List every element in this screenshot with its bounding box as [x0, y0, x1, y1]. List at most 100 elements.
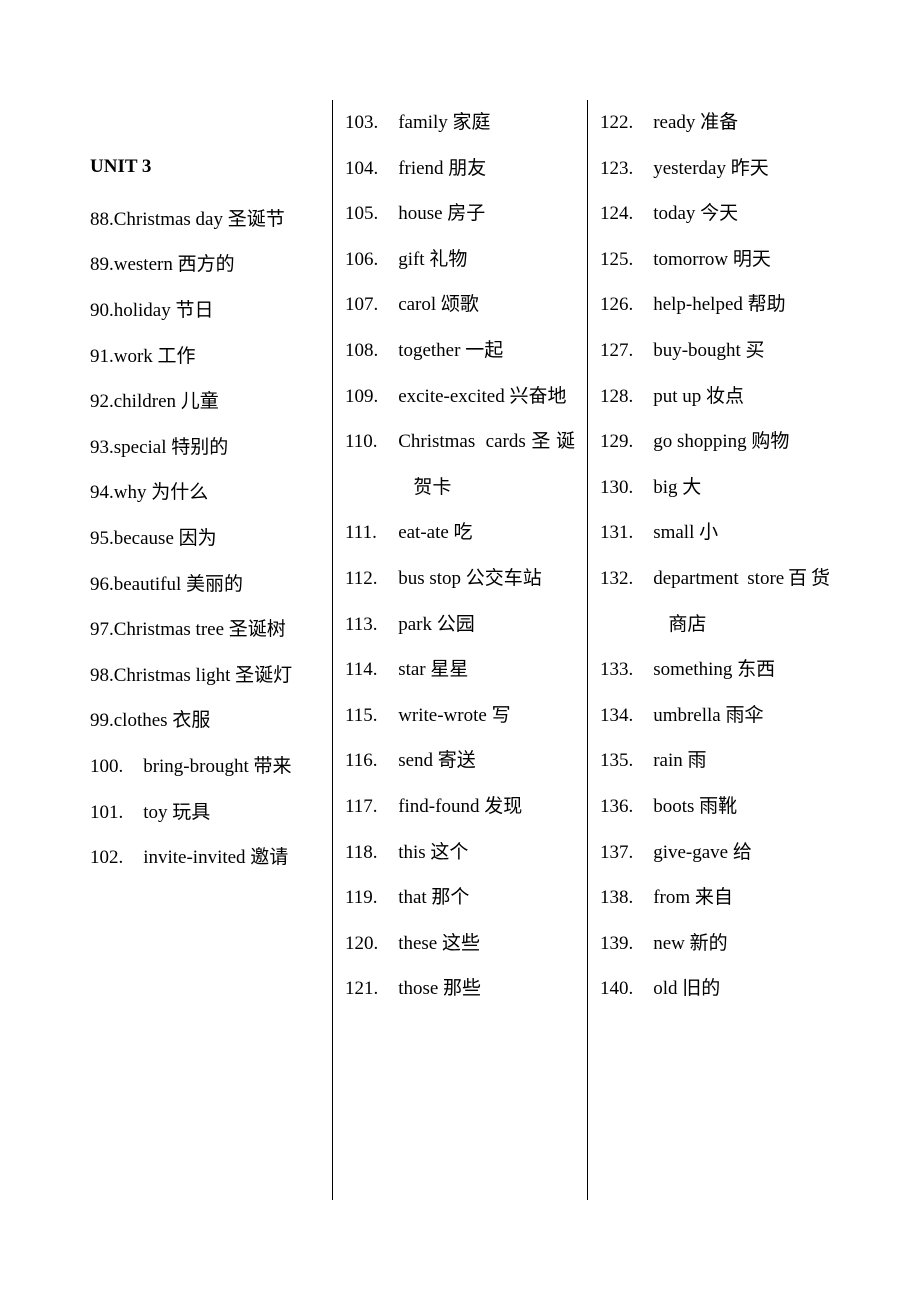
entry-number: 127. [600, 328, 653, 374]
entry-text: small 小 [653, 522, 718, 543]
entry-number: 124. [600, 191, 653, 237]
entry-text: Christmas day 圣诞节 [114, 209, 285, 230]
entry-number: 125. [600, 237, 653, 283]
entry-number: 119. [345, 875, 398, 921]
entry-number: 135. [600, 738, 653, 784]
vocab-entry: 110.Christmas cards圣诞贺卡 [345, 419, 575, 510]
entry-text: together 一起 [398, 340, 503, 361]
entry-number: 102. [90, 835, 143, 881]
vocab-entry: 133.something 东西 [600, 647, 830, 693]
entry-text: today 今天 [653, 203, 738, 224]
vocab-entry: 114.star 星星 [345, 647, 575, 693]
vocab-entry: 105.house 房子 [345, 191, 575, 237]
vocab-entry: 111.eat-ate 吃 [345, 510, 575, 556]
entry-text: carol 颂歌 [398, 294, 479, 315]
entry-text: gift 礼物 [398, 249, 467, 270]
entry-number: 130. [600, 465, 653, 511]
vocab-entry: 95.because 因为 [90, 516, 320, 562]
entry-text: put up 妆点 [653, 386, 744, 407]
vocab-entry: 115.write-wrote 写 [345, 693, 575, 739]
entry-text: buy-bought 买 [653, 340, 764, 361]
entry-number: 132. [600, 556, 653, 602]
entry-text: department store百货商店 [653, 568, 830, 635]
vocab-entry: 94.why 为什么 [90, 470, 320, 516]
vocab-entry: 120.these 这些 [345, 921, 575, 967]
entry-text: bus stop 公交车站 [398, 568, 542, 589]
entry-number: 111. [345, 510, 398, 556]
entry-number: 128. [600, 374, 653, 420]
entry-number: 89. [90, 254, 114, 275]
vocab-entry: 126.help-helped 帮助 [600, 282, 830, 328]
entry-text: Christmas light 圣诞灯 [114, 665, 292, 686]
vocab-entry: 132.department store百货商店 [600, 556, 830, 647]
entry-text: children 儿童 [114, 391, 219, 412]
entry-number: 88. [90, 209, 114, 230]
entry-text: something 东西 [653, 659, 775, 680]
entry-text: bring-brought 带来 [143, 756, 291, 777]
entry-number: 123. [600, 146, 653, 192]
entry-number: 92. [90, 391, 114, 412]
entry-number: 104. [345, 146, 398, 192]
vocab-entry: 119.that 那个 [345, 875, 575, 921]
entry-text: give-gave 给 [653, 842, 752, 863]
entry-number: 140. [600, 966, 653, 1012]
entry-text: this 这个 [398, 842, 468, 863]
entry-number: 106. [345, 237, 398, 283]
vocab-entry: 118.this 这个 [345, 830, 575, 876]
vocab-entry: 116.send 寄送 [345, 738, 575, 784]
entry-text: friend 朋友 [398, 158, 486, 179]
entry-number: 109. [345, 374, 398, 420]
entry-number: 97. [90, 619, 114, 640]
vocab-entry: 107.carol 颂歌 [345, 282, 575, 328]
column-3: 122.ready 准备123.yesterday 昨天124.today 今天… [588, 100, 830, 1200]
entry-number: 100. [90, 744, 143, 790]
entry-text: Christmas tree 圣诞树 [114, 619, 286, 640]
entry-text: new 新的 [653, 933, 727, 954]
vocab-entry: 90.holiday 节日 [90, 288, 320, 334]
vocab-entry: 109.excite-excited 兴奋地 [345, 374, 575, 420]
entry-text: yesterday 昨天 [653, 158, 769, 179]
vocab-entry: 122.ready 准备 [600, 100, 830, 146]
entry-text: ready 准备 [653, 112, 738, 133]
entry-text: find-found 发现 [398, 796, 522, 817]
vocab-entry: 117.find-found 发现 [345, 784, 575, 830]
entry-number: 114. [345, 647, 398, 693]
entry-number: 120. [345, 921, 398, 967]
entry-number: 93. [90, 437, 114, 458]
entry-text: because 因为 [114, 528, 217, 549]
vocab-entry: 112.bus stop 公交车站 [345, 556, 575, 602]
entry-text: umbrella 雨伞 [653, 705, 763, 726]
col3-entries: 122.ready 准备123.yesterday 昨天124.today 今天… [600, 100, 830, 1012]
vocab-entry: 98.Christmas light 圣诞灯 [90, 653, 320, 699]
vocab-entry: 88.Christmas day 圣诞节 [90, 197, 320, 243]
entry-number: 95. [90, 528, 114, 549]
vocab-entry: 108.together 一起 [345, 328, 575, 374]
entry-text: Christmas cards圣诞贺卡 [398, 431, 575, 498]
entry-number: 110. [345, 419, 398, 465]
entry-number: 112. [345, 556, 398, 602]
entry-number: 105. [345, 191, 398, 237]
entry-number: 94. [90, 482, 114, 503]
vocab-entry: 123.yesterday 昨天 [600, 146, 830, 192]
entry-text: house 房子 [398, 203, 485, 224]
vocab-entry: 97.Christmas tree 圣诞树 [90, 607, 320, 653]
vocab-entry: 137.give-gave 给 [600, 830, 830, 876]
entry-text: invite-invited 邀请 [143, 847, 288, 868]
entry-number: 117. [345, 784, 398, 830]
entry-number: 137. [600, 830, 653, 876]
vocab-entry: 103.family 家庭 [345, 100, 575, 146]
entry-text: clothes 衣服 [114, 710, 211, 731]
entry-text: write-wrote 写 [398, 705, 510, 726]
col2-entries: 103.family 家庭104.friend 朋友105.house 房子10… [345, 100, 575, 1012]
vocab-entry: 127.buy-bought 买 [600, 328, 830, 374]
entry-number: 139. [600, 921, 653, 967]
entry-number: 91. [90, 346, 114, 367]
entry-number: 90. [90, 300, 114, 321]
entry-text: beautiful 美丽的 [114, 574, 243, 595]
entry-text: tomorrow 明天 [653, 249, 771, 270]
vocab-entry: 140.old 旧的 [600, 966, 830, 1012]
entry-text: send 寄送 [398, 750, 476, 771]
entry-number: 138. [600, 875, 653, 921]
entry-number: 118. [345, 830, 398, 876]
vocab-entry: 125.tomorrow 明天 [600, 237, 830, 283]
